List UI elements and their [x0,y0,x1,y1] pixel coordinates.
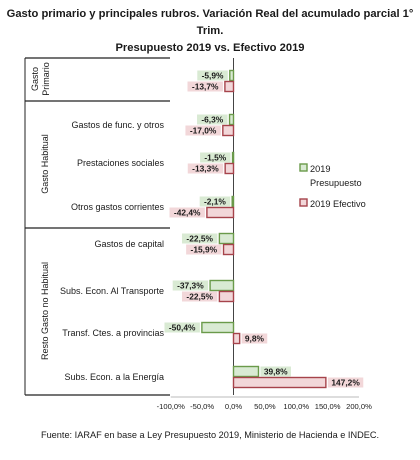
chart-title-line1: Gasto primario y principales rubros. Var… [6,8,414,37]
chart-title: Gasto primario y principales rubros. Var… [0,6,420,57]
x-tick-label: 100,0% [283,402,309,411]
group-label-resto-gasto-no-habitual: Resto Gasto no Habitual [40,262,50,360]
data-label: -5,9% [202,71,224,81]
bar-presupuesto [231,195,235,208]
bar-presupuesto [229,69,235,82]
data-label-background [187,81,223,92]
data-label: -22,5% [186,292,213,302]
data-label-background [181,233,218,244]
bar-efectivo [222,124,235,137]
category-label: Prestaciones sociales [77,158,165,168]
data-label: -1,5% [204,153,226,163]
bar-presupuesto [218,232,235,245]
legend-label: 2019 [310,164,330,174]
data-label-background [186,244,222,255]
group-label-gasto-primario-line1: Gasto [30,67,40,91]
bar-presupuesto [228,113,235,126]
bar-efectivo [224,162,235,175]
data-label-background [199,196,231,207]
data-label-background [241,333,268,344]
legend-swatch-presupuesto [299,163,308,172]
bar-efectivo [232,332,241,345]
data-label-background [169,207,205,218]
legend-label: Presupuesto [310,178,362,188]
data-label-background [187,163,224,174]
category-label: Transf. Ctes. a provincias [62,328,164,338]
category-label: Otros gastos corrientes [71,202,165,212]
data-label: -17,0% [190,126,217,136]
x-tick-label: 200,0% [346,402,372,411]
data-label-background [200,152,231,163]
category-label: Subs. Econ. a la Energía [64,372,164,382]
data-label: -22,5% [186,234,213,244]
data-label: -50,4% [169,323,196,333]
data-label: -13,3% [192,164,219,174]
data-label: -13,7% [192,82,219,92]
x-tick-label: -50,0% [190,402,214,411]
bar-efectivo [206,206,235,219]
group-label-gasto-habitual: Gasto Habitual [40,134,50,194]
bar-efectivo [232,376,327,389]
bar-efectivo [222,243,235,256]
data-label: 9,8% [245,334,265,344]
data-label-background [185,125,221,136]
bar-efectivo [224,80,235,93]
data-label: -15,9% [191,245,218,255]
x-tick-label: 150,0% [315,402,341,411]
legend-label: 2019 Efectivo [310,199,366,209]
data-label: -42,4% [174,208,201,218]
chart-title-line2: Presupuesto 2019 vs. Efectivo 2019 [115,42,305,54]
data-label: 39,8% [264,367,288,377]
bar-presupuesto [209,279,235,292]
bar-presupuesto [232,365,260,378]
x-tick-label: 0,0% [225,402,243,411]
x-tick-label: -100,0% [157,402,186,411]
data-label-background [172,280,209,291]
chart-source: Fuente: IARAF en base a Ley Presupuesto … [40,430,380,440]
data-label: -6,3% [201,115,223,125]
data-label-background [327,377,364,388]
bar-efectivo [218,290,235,303]
data-label-background [260,366,291,377]
legend-swatch-efectivo [299,198,308,207]
data-label-background [164,322,200,333]
data-label: -2,1% [204,197,226,207]
data-label-background [181,291,218,302]
category-label: Subs. Econ. Al Transporte [60,286,164,296]
x-tick-label: 50,0% [254,402,276,411]
data-label-background [197,114,228,125]
group-label-gasto-primario-line2: Primario [41,62,51,96]
data-label: -37,3% [177,281,204,291]
category-label: Gastos de func. y otros [71,120,164,130]
category-label: Gastos de capital [94,239,164,249]
data-label-background [197,70,228,81]
bar-presupuesto [231,151,235,164]
data-label: 147,2% [331,378,360,388]
bar-presupuesto [201,321,235,334]
